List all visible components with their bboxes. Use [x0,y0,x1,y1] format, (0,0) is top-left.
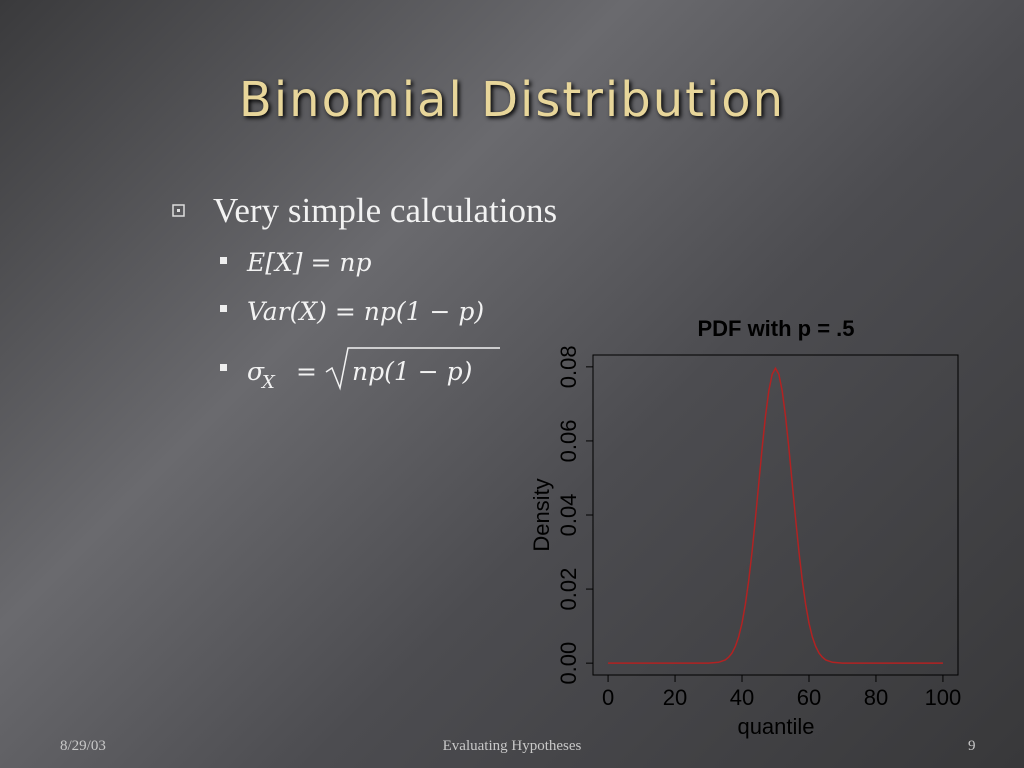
x-tick-label: 40 [730,685,754,710]
bullet-text: Very simple calculations [213,191,557,230]
sub-bullet-icon [220,364,227,371]
sigma: σ [247,357,265,386]
footer-date: 8/29/03 [60,738,106,754]
slide-title: Binomial Distribution [239,72,785,128]
y-tick-label: 0.00 [556,642,581,685]
formula: E[X] = np [246,248,372,277]
x-tick-label: 80 [864,685,888,710]
x-axis-label: quantile [737,714,814,739]
footer-title: Evaluating Hypotheses [443,738,582,754]
equals: = [296,357,317,386]
chart-title: PDF with p = .5 [697,316,854,341]
x-tick-label: 0 [602,685,614,710]
sigma-subscript: X [260,372,276,393]
x-tick-label: 20 [663,685,687,710]
x-tick-label: 100 [925,685,962,710]
bullet-icon [172,204,185,217]
plot-frame [592,354,959,676]
radicand: np(1 − p) [352,357,472,386]
formula: Var(X) = np(1 − p) [247,297,484,326]
sqrt-sign [325,347,500,391]
y-axis-label: Density [529,478,554,551]
bullet-icon [177,209,180,212]
y-tick-label: 0.04 [556,494,581,537]
x-tick-label: 60 [797,685,821,710]
y-tick-label: 0.08 [556,345,581,388]
footer-page: 9 [968,738,976,754]
y-tick-label: 0.06 [556,420,581,463]
sub-bullet-icon [220,305,227,312]
density-line [608,366,943,664]
y-tick-label: 0.02 [556,568,581,611]
sub-bullet-icon [220,257,227,264]
